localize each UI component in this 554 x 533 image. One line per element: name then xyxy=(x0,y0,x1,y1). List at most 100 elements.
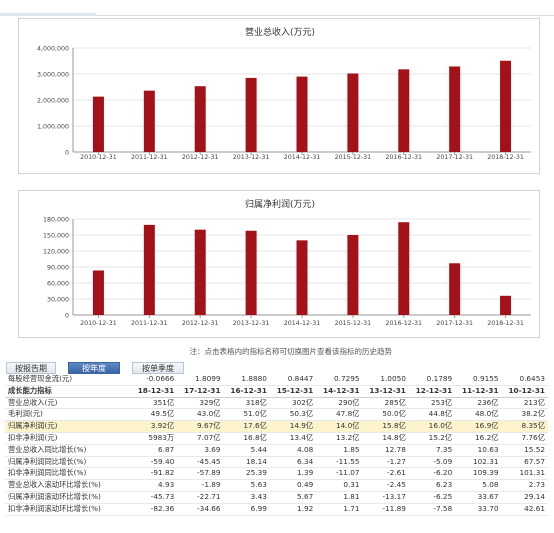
indicator-value: 49.5亿 xyxy=(130,408,178,422)
revenue-y-tick-label: 0 xyxy=(65,150,69,157)
indicator-value: 4.93 xyxy=(130,479,178,492)
revenue-chart: 营业总收入(万元) 0 1,000,000 2,000,000 3,000,000 4,0… xyxy=(37,26,531,161)
indicator-name[interactable]: 营业总收入滚动环比增长(%) xyxy=(5,479,131,492)
indicator-value: 2.73 xyxy=(501,479,548,492)
revenue-bar[interactable] xyxy=(449,66,461,152)
profit-y-tick-label: 60,000 xyxy=(47,281,69,288)
period-header-cell: 10-12-31 xyxy=(501,385,548,398)
profit-bar[interactable] xyxy=(449,263,461,315)
indicator-value: -57.89 xyxy=(177,467,224,481)
indicator-value: 38.2亿 xyxy=(501,408,548,422)
profit-bar[interactable] xyxy=(245,230,257,315)
indicator-value: 6.23 xyxy=(408,479,456,492)
period-header-cell: 17-12-31 xyxy=(177,385,224,398)
indicator-value: 16.0亿 xyxy=(408,420,456,433)
indicator-value: 8.35亿 xyxy=(501,420,548,433)
revenue-bar[interactable] xyxy=(500,60,512,152)
profit-x-tick-label: 2018-12-31 xyxy=(487,320,524,327)
tab-by-year[interactable]: 按年度 xyxy=(68,362,120,374)
period-header-cell: 11-12-31 xyxy=(455,385,502,398)
indicator-value: 13.2亿 xyxy=(316,432,363,445)
indicator-name[interactable]: 扣非净利润同比增长(%) xyxy=(5,467,131,481)
revenue-bar[interactable] xyxy=(245,77,257,152)
indicator-value: -1.89 xyxy=(177,479,224,492)
indicator-value: -45.73 xyxy=(130,491,178,504)
profit-x-tick-label: 2014-12-31 xyxy=(284,320,321,327)
indicator-name[interactable]: 毛利润(元) xyxy=(5,408,131,422)
profit-y-tick-label: 180,000 xyxy=(43,217,69,224)
indicator-value: 6.34 xyxy=(269,456,317,469)
profit-bar[interactable] xyxy=(143,224,155,315)
tab-by-quarter[interactable]: 按单季度 xyxy=(132,362,184,374)
indicator-name[interactable]: 每股经营现金流(元) xyxy=(5,374,131,386)
indicator-value: 50.3亿 xyxy=(269,408,317,422)
indicator-value: 10.63 xyxy=(455,444,502,457)
revenue-bar[interactable] xyxy=(92,96,104,152)
indicator-name[interactable]: 营业总收入同比增长(%) xyxy=(5,444,131,457)
table-row: 毛利润(元) 49.5亿 43.0亿 51.0亿 50.3亿 47.8亿 50.0亿 44.8… xyxy=(5,408,548,422)
revenue-chart-title: 营业总收入(万元) xyxy=(245,26,315,38)
indicator-value: 290亿 xyxy=(316,397,363,410)
indicator-value: 7.07亿 xyxy=(177,432,224,445)
indicator-name[interactable]: 扣非净利润滚动环比增长(%) xyxy=(5,503,131,516)
profit-x-tick-label: 2017-12-31 xyxy=(436,320,473,327)
indicator-value: 0.9155 xyxy=(455,374,502,386)
indicator-value: 213亿 xyxy=(501,397,548,410)
indicator-value: -1.27 xyxy=(362,456,409,469)
tab-by-report-period[interactable]: 按报告期 xyxy=(6,362,56,374)
revenue-bar[interactable] xyxy=(296,76,308,152)
revenue-x-tick-label: 2018-12-31 xyxy=(487,154,524,161)
indicator-value: 1.81 xyxy=(316,491,363,504)
indicator-value: -22.71 xyxy=(177,491,224,504)
revenue-y-tick-label: 1,000,000 xyxy=(37,124,69,131)
revenue-bar[interactable] xyxy=(398,69,410,152)
indicator-value: 318亿 xyxy=(223,397,270,410)
profit-bar[interactable] xyxy=(296,240,308,315)
indicator-value: 285亿 xyxy=(362,397,409,410)
revenue-bar[interactable] xyxy=(194,86,206,152)
period-header-cell: 18-12-31 xyxy=(130,385,178,398)
indicator-value: -45.45 xyxy=(177,456,224,469)
table-row: 扣非净利润滚动环比增长(%) -82.36 -34.66 6.99 1.92 1.71 -1… xyxy=(5,503,548,516)
indicator-value: -59.40 xyxy=(130,456,178,469)
indicator-value: 102.31 xyxy=(455,456,502,469)
chart-hint-note: 注：点击表格内的指标名称可切换图片查看该指标的历史趋势 xyxy=(189,347,393,356)
indicator-value: 1.85 xyxy=(316,444,363,457)
indicator-value: 101.31 xyxy=(501,467,548,481)
financial-table-body: 每股经营现金流(元) -0.0666 1.8099 1.8880 0.8447 0.729… xyxy=(5,374,548,516)
profit-bar[interactable] xyxy=(194,229,206,315)
revenue-y-tick-label: 3,000,000 xyxy=(37,72,69,79)
profit-bar[interactable] xyxy=(92,270,104,315)
indicator-value: 29.14 xyxy=(501,491,548,504)
indicator-name[interactable]: 归属净利润滚动环比增长(%) xyxy=(5,491,131,504)
indicator-value: -91.82 xyxy=(130,467,178,481)
indicator-value: 18.14 xyxy=(223,456,270,469)
profit-bar[interactable] xyxy=(398,222,410,315)
indicator-name[interactable]: 营业总收入(元) xyxy=(5,397,131,410)
indicator-value: 16.2亿 xyxy=(455,432,502,445)
indicator-name[interactable]: 归属净利润同比增长(%) xyxy=(5,456,131,469)
revenue-x-tick-label: 2012-12-31 xyxy=(182,154,219,161)
table-row: 归属净利润(元) 3.92亿 9.67亿 17.6亿 14.9亿 14.0亿 15.8亿 16… xyxy=(5,420,548,433)
revenue-bar[interactable] xyxy=(143,90,155,152)
table-row: 营业总收入滚动环比增长(%) 4.93 -1.89 5.63 0.49 0.31 -2.45… xyxy=(5,479,548,492)
indicator-value: 3.92亿 xyxy=(130,420,178,433)
top-divider xyxy=(96,15,554,16)
indicator-value: 50.0亿 xyxy=(362,408,409,422)
indicator-value: -11.89 xyxy=(362,503,409,516)
indicator-value: -82.36 xyxy=(130,503,178,516)
indicator-value: 6.99 xyxy=(223,503,270,516)
table-header-row: 成长能力指标 18-12-31 17-12-31 16-12-31 15-12-31 14… xyxy=(5,385,548,398)
profit-bar[interactable] xyxy=(500,295,512,315)
indicator-name[interactable]: 扣非净利润(元) xyxy=(5,432,131,445)
indicator-value: 329亿 xyxy=(177,397,224,410)
indicator-name[interactable]: 归属净利润(元) xyxy=(5,420,131,433)
indicator-value: 15.8亿 xyxy=(362,420,409,433)
profit-y-tick-label: 90,000 xyxy=(47,265,69,272)
indicator-value: 33.70 xyxy=(455,503,502,516)
indicator-value: 17.6亿 xyxy=(223,420,270,433)
indicator-value: 1.92 xyxy=(269,503,317,516)
profit-bar[interactable] xyxy=(347,235,359,315)
indicator-value: 5.44 xyxy=(223,444,270,457)
revenue-bar[interactable] xyxy=(347,73,359,152)
